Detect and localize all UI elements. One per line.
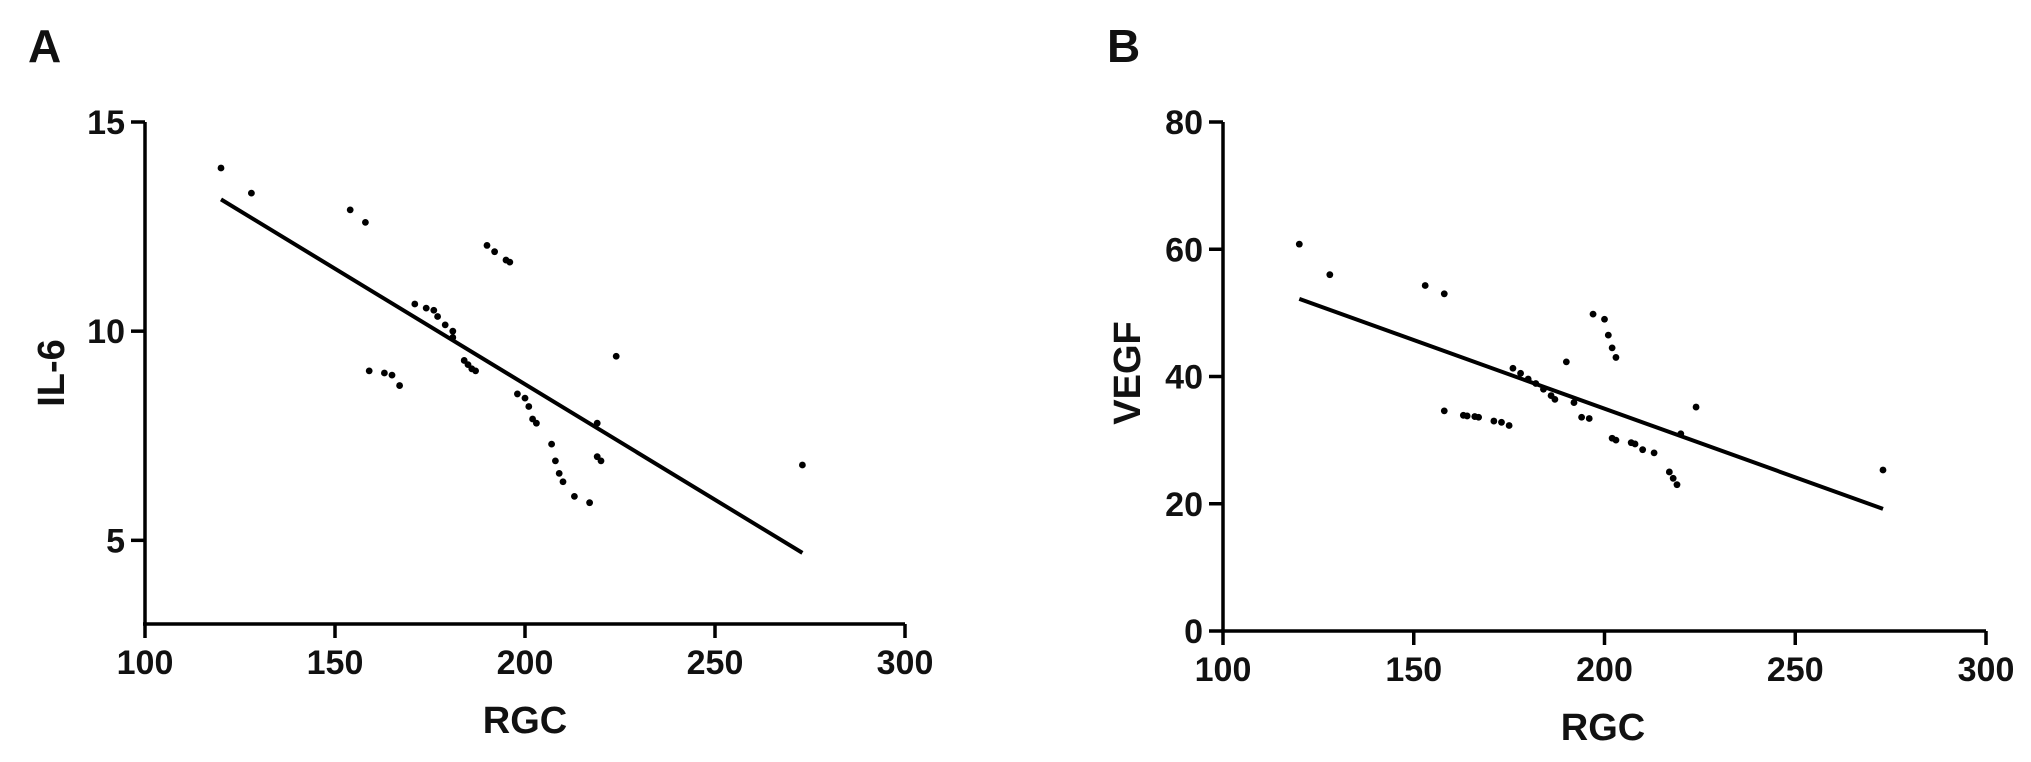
panel-b-data-point [1601, 315, 1608, 323]
panel-a-y-tick-label: 5 [106, 522, 125, 560]
panel-b-x-tick-label: 200 [1576, 651, 1633, 689]
panel-a-data-point [346, 206, 354, 214]
panel-a-x-tick-label: 300 [877, 644, 934, 682]
panel-b-data-point [1578, 413, 1586, 421]
panel-b-data-point [1326, 271, 1334, 279]
panel-a-data-point [491, 248, 498, 256]
panel-a-x-tick-label: 150 [307, 644, 364, 682]
panel-a-data-point [559, 478, 567, 486]
panel-b-x-axis-title: RGC [1561, 707, 1645, 749]
panel-b-data-point [1562, 358, 1570, 366]
panel-a-x-tick-label: 200 [497, 644, 554, 682]
panel-a-data-point [612, 352, 620, 360]
panel-b: B 100 150 200 250 300 0 20 40 60 80 RGC VEGF [1107, 20, 2014, 749]
panel-b-data-point [1551, 396, 1559, 403]
panel-b-data-point [1692, 403, 1700, 411]
panel-a-data-point [365, 367, 373, 375]
panel-a-data-point [555, 470, 563, 477]
panel-a: A 100 150 200 250 300 5 10 15 RGC IL-6 [28, 20, 933, 742]
panel-b-data-point [1604, 331, 1612, 339]
panel-b-y-tick-label: 20 [1165, 486, 1203, 524]
panel-a-data-point [441, 321, 449, 329]
panel-a-data-point [217, 164, 225, 172]
panel-b-data-point [1517, 369, 1524, 377]
panel-b-y-tick-label: 40 [1165, 359, 1203, 397]
panel-b-data-point [1490, 417, 1498, 425]
panel-a-data-point [548, 440, 555, 448]
panel-b-data-point [1463, 412, 1471, 420]
panel-a-data-point [396, 382, 403, 389]
panel-a-data-point [483, 242, 491, 249]
panel-b-regression-line [1298, 296, 1884, 511]
panel-a-data-point [449, 327, 457, 335]
panel-b-data-point [1612, 436, 1620, 444]
panel-a-y-ticks: 5 10 15 [87, 104, 145, 560]
panel-b-y-tick-label: 60 [1165, 231, 1203, 269]
panel-b-y-axis-title: VEGF [1107, 321, 1149, 424]
panel-b-y-ticks: 0 20 40 60 80 [1165, 104, 1223, 651]
panel-b-y-tick-label: 80 [1165, 104, 1203, 142]
panel-a-data-point [430, 306, 438, 314]
panel-b-x-ticks: 100 150 200 250 300 [1195, 631, 2015, 689]
panel-a-data-point [388, 371, 396, 379]
panel-b-data-point [1879, 466, 1887, 474]
panel-b-data-point [1421, 282, 1429, 289]
panel-b-data-point [1608, 344, 1616, 352]
panel-a-y-tick-label: 10 [87, 313, 125, 351]
panel-b-data-point [1612, 354, 1620, 361]
panel-a-data-point [422, 304, 430, 312]
panel-b-data-point [1639, 446, 1647, 454]
panel-a-x-ticks: 100 150 200 250 300 [117, 624, 934, 682]
panel-a-data-point [552, 457, 559, 465]
panel-a-data-point [434, 313, 441, 320]
panel-b-data-point [1669, 474, 1677, 482]
panel-a-y-axis-title: IL-6 [31, 339, 73, 407]
panel-a-data-point [472, 367, 479, 375]
panel-a-data-point [586, 499, 593, 507]
panel-a-data-point [571, 493, 578, 500]
panel-a-data-point [411, 300, 419, 308]
panel-b-data-point [1505, 422, 1513, 429]
panel-a-data-point [597, 457, 605, 465]
panel-b-data-point [1440, 290, 1448, 298]
panel-b-data-point [1665, 468, 1673, 476]
panel-b-data-point [1585, 415, 1593, 422]
panel-a-data-point [381, 369, 388, 377]
panel-b-data-point [1509, 364, 1517, 372]
panel-b-data-point [1475, 413, 1483, 421]
panel-a-data-point [362, 219, 369, 226]
panel-b-x-tick-label: 300 [1958, 651, 2015, 689]
panel-b-x-tick-label: 100 [1195, 651, 1252, 689]
panel-a-data-point [506, 258, 514, 266]
panel-a-data-point [533, 419, 540, 427]
panel-a-regression-line [219, 197, 804, 555]
panel-a-x-tick-label: 250 [687, 644, 744, 682]
panel-a-label: A [28, 20, 61, 72]
panel-b-x-tick-label: 150 [1385, 651, 1442, 689]
panel-b-data-point [1295, 240, 1303, 248]
panel-b-data-point [1589, 310, 1597, 318]
panel-a-data-point [525, 403, 533, 410]
panel-b-label: B [1107, 20, 1140, 72]
panel-b-data-point [1650, 449, 1658, 457]
panel-b-y-tick-label: 0 [1184, 613, 1203, 651]
panel-a-y-tick-label: 15 [87, 104, 125, 142]
panel-a-x-axis-title: RGC [483, 700, 567, 742]
panel-a-points [217, 164, 806, 507]
panel-b-data-point [1570, 399, 1578, 406]
panel-b-data-point [1440, 407, 1448, 415]
panel-a-data-point [799, 461, 806, 469]
panel-b-x-tick-label: 250 [1767, 651, 1824, 689]
panel-b-data-point [1631, 440, 1639, 448]
panel-a-data-point [514, 390, 521, 398]
panel-a-data-point [248, 189, 255, 197]
panel-b-data-point [1673, 481, 1681, 489]
panel-a-x-tick-label: 100 [117, 644, 174, 682]
panel-a-data-point [521, 394, 529, 402]
panel-b-points [1295, 240, 1887, 489]
panel-b-data-point [1498, 418, 1505, 426]
